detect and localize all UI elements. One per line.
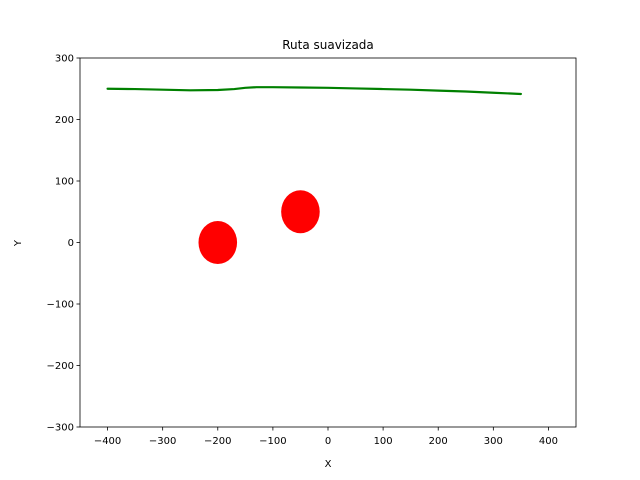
y-axis-label: Y — [13, 239, 24, 247]
x-axis-label: X — [325, 459, 332, 470]
y-tick-label: 300 — [55, 54, 74, 65]
y-tick-label: 0 — [68, 238, 74, 249]
y-tick-label: 200 — [55, 115, 74, 126]
y-tick-label: −300 — [47, 423, 74, 434]
plot-area — [106, 86, 522, 265]
x-tick-label: −200 — [204, 436, 231, 447]
x-tick-label: −300 — [149, 436, 176, 447]
y-tick-label: 100 — [55, 177, 74, 188]
x-tick-label: 200 — [429, 436, 448, 447]
x-tick-label: 100 — [374, 436, 393, 447]
x-tick-label: −100 — [259, 436, 286, 447]
x-tick-label: 400 — [539, 436, 558, 447]
axes: −400 −300 −200 −100 0 100 200 300 400 −300 −200 −10… — [47, 54, 577, 447]
x-tick-label: 0 — [325, 436, 331, 447]
obstacle-1 — [198, 220, 238, 265]
y-tick-label: −100 — [47, 300, 74, 311]
series-line-1 — [106, 86, 522, 96]
y-tick-label: −200 — [47, 361, 74, 372]
chart-title: Ruta suavizada — [282, 38, 374, 52]
x-tick-label: −400 — [94, 436, 121, 447]
x-tick-label: 300 — [484, 436, 503, 447]
obstacle-2 — [281, 190, 320, 234]
